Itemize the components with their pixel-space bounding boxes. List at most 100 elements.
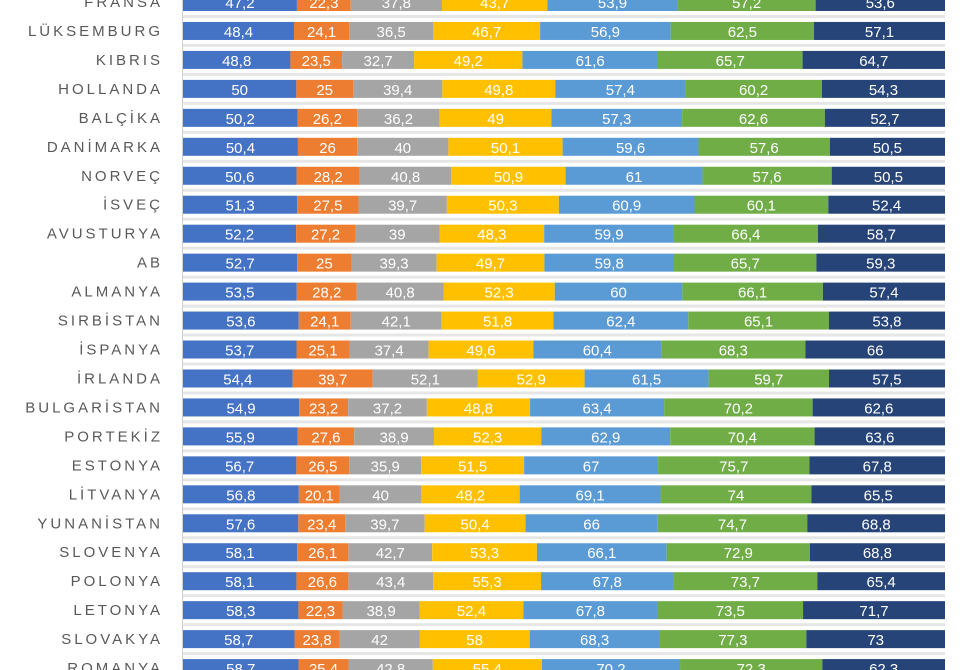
data-label: 50,3: [488, 198, 517, 215]
bar-segment: [183, 79, 297, 98]
data-label: 58,7: [226, 661, 255, 670]
bar-segment: [584, 369, 709, 388]
bar-segment: [803, 601, 945, 620]
row-separator: [183, 275, 945, 279]
data-label: 52,7: [226, 256, 255, 273]
data-label: 57,6: [752, 169, 781, 186]
bar-segment: [677, 0, 816, 11]
data-label: 48,8: [464, 400, 493, 417]
data-label: 42,8: [376, 661, 405, 670]
bar-segment: [824, 108, 945, 127]
bar-segment: [822, 282, 945, 301]
data-label: 48,2: [456, 487, 485, 504]
bar-segment: [183, 630, 295, 649]
data-label: 55,4: [473, 661, 502, 670]
bar-segment: [547, 0, 678, 11]
bar-segment: [421, 456, 525, 475]
bar-segment: [477, 369, 585, 388]
data-label: 66: [583, 516, 600, 533]
bar-segment: [817, 224, 945, 243]
bar-segment: [673, 224, 818, 243]
data-label: 65,5: [864, 487, 893, 504]
data-label: 42: [371, 632, 388, 649]
data-label: 61,6: [576, 53, 605, 70]
bar-segment: [296, 282, 357, 301]
row-separator: [183, 43, 945, 47]
bar-segment: [297, 427, 355, 446]
bar-segment: [544, 253, 675, 272]
data-label: 60,9: [612, 198, 641, 215]
bar-segment: [442, 79, 556, 98]
bar-segment: [183, 282, 297, 301]
bar-segment: [441, 0, 548, 11]
data-label: 62,6: [739, 111, 768, 128]
data-label: 27,6: [311, 429, 340, 446]
category-label: İSPANYA: [79, 341, 163, 359]
bar-segment: [436, 253, 545, 272]
bar-segment: [544, 224, 674, 243]
bar-segment: [443, 282, 555, 301]
bar-segment: [348, 398, 427, 417]
bar-segment: [183, 0, 297, 11]
data-label: 62,3: [869, 661, 898, 670]
bar-segment: [433, 21, 541, 40]
data-label: 65,1: [744, 314, 773, 331]
data-label: 49,8: [484, 82, 513, 99]
bar-segment: [816, 253, 945, 272]
bar-segment: [657, 601, 804, 620]
bar-segment: [660, 485, 812, 504]
bar-segment: [424, 514, 526, 533]
data-label: 77,3: [718, 632, 747, 649]
data-label: 28,2: [314, 169, 343, 186]
bar-segment: [562, 137, 699, 156]
data-label: 25,1: [308, 343, 337, 360]
category-label: LİTVANYA: [69, 485, 163, 503]
bar-segment: [433, 427, 542, 446]
bar-segment: [809, 456, 945, 475]
data-label: 53,8: [872, 314, 901, 331]
data-label: 52,9: [517, 371, 546, 388]
category-label: DANİMARKA: [47, 138, 163, 156]
data-label: 49,6: [466, 343, 495, 360]
data-label: 54,9: [226, 400, 255, 417]
data-label: 57,3: [602, 111, 631, 128]
data-label: 50: [231, 82, 248, 99]
data-label: 60: [610, 285, 627, 302]
data-label: 67,8: [593, 574, 622, 591]
bar-segment: [525, 514, 658, 533]
data-label: 57,2: [732, 0, 761, 12]
data-label: 60,1: [747, 198, 776, 215]
bar-segment: [806, 630, 945, 649]
row-separator: [183, 594, 945, 598]
bar-segment: [428, 340, 534, 359]
data-label: 59,6: [616, 140, 645, 157]
bar-segment: [530, 398, 665, 417]
bar-segment: [815, 0, 945, 11]
data-label: 23,2: [309, 400, 338, 417]
row-separator: [183, 217, 945, 221]
category-label: NORVEÇ: [81, 168, 163, 185]
row-separator: [183, 478, 945, 482]
data-label: 52,4: [872, 198, 901, 215]
bar-segment: [419, 601, 524, 620]
bar-segment: [829, 369, 945, 388]
bar-segment: [355, 224, 440, 243]
data-label: 26: [319, 140, 336, 157]
data-label: 61,5: [632, 371, 661, 388]
data-label: 28,2: [312, 285, 341, 302]
data-label: 73: [867, 632, 884, 649]
data-label: 54,4: [223, 371, 252, 388]
bar-segment: [342, 50, 415, 69]
bar-segment: [555, 79, 686, 98]
data-label: 61: [626, 169, 643, 186]
data-label: 68,8: [862, 516, 891, 533]
data-label: 52,2: [225, 227, 254, 244]
bar-segment: [350, 311, 442, 330]
data-label: 53,3: [470, 545, 499, 562]
category-label: AVUSTURYA: [47, 226, 163, 243]
bar-segment: [297, 253, 352, 272]
data-label: 24,1: [307, 24, 336, 41]
data-label: 63,6: [865, 429, 894, 446]
data-label: 43,4: [376, 574, 405, 591]
data-label: 59,3: [866, 256, 895, 273]
